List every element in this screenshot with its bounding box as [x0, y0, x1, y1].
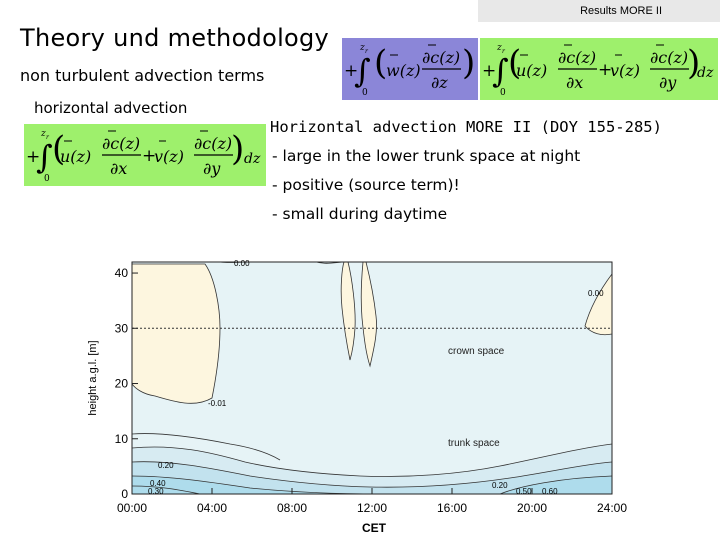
contour-band — [500, 476, 612, 494]
contour-label: 0.40 — [150, 479, 166, 488]
bullet-item: - positive (source term)! — [272, 176, 460, 194]
horizontal-advection-equation-top: z r + ∫ 0 ( u(z) ∂c(z) ∂x + v(z) ∂c(z) ∂… — [480, 38, 718, 100]
x-tick-label: 16:00 — [437, 501, 467, 515]
bullet-item: - small during daytime — [272, 205, 448, 223]
contour-label: 0.30 — [148, 487, 164, 496]
numerator-v: ∂c(z) — [650, 48, 688, 67]
coef-v: v(z) — [154, 147, 184, 166]
section-tag: Results MORE II — [478, 0, 720, 22]
vertical-advection-equation: z r + ∫ 0 ( w(z) ∂c(z) ∂z ) — [342, 38, 478, 100]
integral-sign: ∫ — [36, 138, 53, 176]
positive-region — [132, 263, 221, 404]
right-paren: ) — [462, 43, 475, 83]
numerator-u: ∂c(z) — [102, 134, 140, 153]
contour-label: 0.60 — [542, 487, 558, 496]
horizontal-advection-equation-left: z r + ∫ 0 ( u(z) ∂c(z) ∂x + v(z) ∂c(z) ∂… — [24, 124, 266, 186]
contour-label: 0.00 — [588, 289, 604, 298]
upper-limit: z — [40, 129, 46, 139]
crown-space-annotation: crown space — [448, 346, 505, 357]
horizontal-advection-label: horizontal advection — [34, 99, 188, 117]
lower-limit: 0 — [500, 88, 506, 98]
x-tick-label: 00:00 — [117, 501, 147, 515]
integral-sign: ∫ — [492, 52, 509, 90]
right-paren: ) — [231, 129, 244, 169]
left-paren: ( — [374, 43, 387, 83]
dz-label: dz — [244, 151, 261, 167]
plus-sign: + — [482, 61, 496, 81]
y-tick-label: 0 — [121, 487, 128, 501]
lower-limit: 0 — [362, 88, 368, 98]
numerator: ∂c(z) — [422, 48, 460, 67]
contour-label: 0.20 — [492, 481, 508, 490]
denominator-u: ∂x — [566, 73, 583, 92]
left-paren: ( — [508, 43, 521, 83]
contour-label: 0.50 — [516, 487, 532, 496]
contour-line — [132, 475, 381, 494]
x-axis-title: CET — [362, 521, 387, 535]
contour-line — [132, 443, 612, 477]
right-paren: ) — [687, 43, 700, 83]
y-tick-label: 20 — [115, 377, 129, 391]
section-subtitle: non turbulent advection terms — [20, 66, 265, 85]
dz-label: dz — [697, 65, 714, 81]
upper-limit: z — [496, 43, 502, 53]
results-heading: Horizontal advection MORE II (DOY 155-28… — [270, 118, 662, 136]
contour-label: 0.20 — [158, 461, 174, 470]
plus-sign: + — [142, 146, 156, 166]
numerator-u: ∂c(z) — [558, 48, 596, 67]
numerator-v: ∂c(z) — [194, 134, 232, 153]
positive-region — [360, 262, 377, 368]
lower-limit: 0 — [44, 174, 50, 184]
contour-line — [132, 485, 201, 494]
contour-band — [132, 461, 612, 494]
y-tick-label: 10 — [115, 432, 129, 446]
coef-u: u(z) — [60, 147, 91, 166]
positive-region — [584, 273, 612, 336]
contour-label: 0.00 — [234, 259, 250, 268]
denominator: ∂z — [431, 73, 448, 92]
contour-line — [499, 475, 612, 494]
trunk-space-annotation: trunk space — [448, 438, 500, 449]
x-axis: 00:00 04:00 08:00 12:00 16:00 20:00 24:00 — [117, 488, 627, 515]
coef-u: u(z) — [516, 61, 547, 80]
positive-region — [340, 262, 356, 361]
contour-label: -0.01 — [208, 399, 227, 408]
plus-sign: + — [344, 61, 358, 81]
left-paren: ( — [52, 129, 65, 169]
y-axis-title: height a.g.l. [m] — [87, 340, 99, 415]
x-tick-label: 24:00 — [597, 501, 627, 515]
x-tick-label: 04:00 — [197, 501, 227, 515]
bullet-item: - large in the lower trunk space at nigh… — [272, 147, 581, 165]
contour-line — [132, 433, 281, 461]
y-tick-label: 40 — [115, 266, 129, 280]
x-tick-label: 20:00 — [517, 501, 547, 515]
advection-contour-chart: 00:00 04:00 08:00 12:00 16:00 20:00 24:00 0 10 2… — [80, 248, 650, 542]
x-tick-label: 08:00 — [277, 501, 307, 515]
coef-w: w(z) — [386, 61, 421, 80]
contour-line — [132, 461, 612, 488]
y-tick-label: 30 — [115, 321, 129, 335]
denominator-v: ∂y — [203, 159, 221, 178]
plus-sign: + — [598, 60, 612, 80]
plus-sign: + — [26, 147, 40, 167]
denominator-v: ∂y — [659, 73, 677, 92]
upper-limit-sub: r — [502, 48, 506, 55]
coef-v: v(z) — [610, 61, 640, 80]
denominator-u: ∂x — [110, 159, 127, 178]
y-axis: 0 10 20 30 40 — [115, 266, 138, 501]
integral-sign: ∫ — [354, 52, 371, 90]
upper-limit: z — [359, 43, 365, 53]
x-tick-label: 12:00 — [357, 501, 387, 515]
page-title: Theory und methodology — [20, 24, 330, 52]
upper-limit-sub: r — [365, 48, 369, 55]
upper-limit-sub: r — [46, 134, 50, 141]
